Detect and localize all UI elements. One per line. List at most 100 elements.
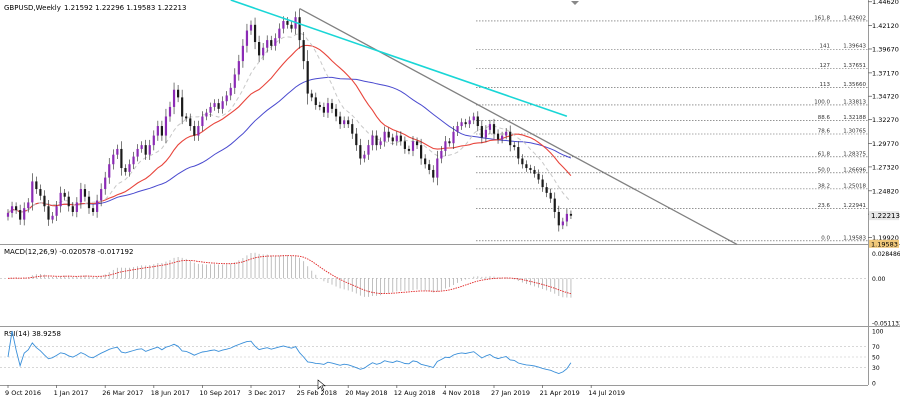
scroll-marker-icon[interactable] — [571, 1, 579, 5]
candle-bear — [351, 124, 354, 134]
candle-bear — [541, 179, 544, 188]
candle-bull — [205, 112, 208, 117]
macd-axis-label: -0.051133 — [872, 320, 900, 327]
trendlines[interactable] — [230, 0, 738, 246]
candle-bull — [383, 131, 386, 142]
candle-bull — [128, 164, 131, 172]
fib-ratio-label: 23.6 — [818, 203, 831, 209]
macd-panel[interactable]: MACD(12,26,9) -0.020578 -0.017192 0.0284… — [0, 248, 900, 327]
candle-bull — [112, 154, 115, 165]
time-axis: 9 Oct 2016 1 Jan 2017 26 Mar 2017 18 Jun 20… — [5, 385, 625, 397]
macd-signal-line — [7, 255, 572, 295]
candle-bear — [71, 206, 74, 212]
candle-bear — [496, 133, 500, 140]
candle-bear — [83, 189, 87, 197]
candle-bull — [395, 135, 398, 142]
candle-bear — [492, 124, 496, 134]
candle-bull — [59, 192, 62, 207]
time-axis-label: 21 Apr 2019 — [540, 389, 580, 397]
price-tick-label: 1.27320 — [872, 163, 899, 171]
candle-bear — [359, 145, 362, 159]
current-price-tag: 1.22213 — [869, 211, 900, 221]
candle-bull — [249, 24, 253, 31]
candle-bear — [322, 106, 325, 113]
candle-bull — [55, 206, 58, 216]
candle-bear — [525, 164, 528, 169]
candle-bear — [15, 206, 18, 211]
time-axis-label: 3 Dec 2017 — [248, 389, 285, 397]
candle-bear — [480, 126, 483, 138]
candle-bull — [278, 28, 281, 39]
main-panel[interactable]: 161.8 1.42602 141 1.39643 127 1.37651 113 1.356… — [0, 0, 900, 386]
candle-bear — [391, 137, 394, 142]
fib-price-label: 1.26696 — [843, 167, 866, 173]
candle-bull — [6, 212, 10, 217]
candle-bear — [39, 189, 42, 196]
price-tick-label: 1.42120 — [872, 22, 899, 30]
candle-bull — [108, 164, 111, 178]
candle-bear — [43, 195, 46, 207]
candle-bull — [221, 101, 224, 109]
candle-bear — [217, 103, 220, 109]
fib-ratio-label: 38.2 — [818, 183, 830, 189]
candle-bull — [411, 141, 415, 151]
candle-bull — [132, 156, 135, 165]
candle-bear — [403, 141, 406, 149]
candle-bear — [355, 133, 358, 146]
price-tick-label: 1.29770 — [872, 140, 899, 148]
candle-bear — [517, 147, 520, 159]
candle-bull — [164, 116, 168, 136]
candle-bull — [274, 38, 277, 46]
candle-bull — [472, 116, 475, 121]
candle-bear — [399, 135, 402, 142]
time-axis-label: 1 Jan 2017 — [54, 389, 89, 397]
time-axis-label: 9 Oct 2016 — [5, 389, 41, 397]
candle-bull — [229, 87, 232, 96]
candle-bull — [565, 213, 568, 222]
price-tick-label: 1.34720 — [872, 93, 899, 101]
macd-header: MACD(12,26,9) -0.020578 -0.017192 — [4, 248, 133, 256]
ma-dashed-line — [7, 32, 572, 214]
candle-bear — [47, 206, 50, 220]
fib-price-label: 1.22941 — [843, 203, 866, 209]
candle-bull — [484, 129, 487, 138]
candle-bear — [193, 126, 196, 136]
time-axis-label: 18 Jun 2017 — [151, 389, 190, 397]
candle-bull — [444, 141, 447, 151]
candle-bear — [302, 40, 305, 62]
candle-bear — [464, 122, 467, 125]
candle-bull — [225, 95, 228, 102]
candle-bull — [367, 145, 370, 155]
candle-bull — [75, 202, 78, 212]
fib-ratio-label: 78.6 — [818, 129, 831, 135]
candle-bear — [19, 210, 22, 220]
trendline — [299, 8, 738, 246]
candle-bull — [488, 124, 492, 130]
price-tick-label: 1.37170 — [872, 69, 899, 77]
price-tick-label: 1.44620 — [872, 0, 899, 6]
candle-bear — [420, 145, 423, 159]
candle-bull — [31, 181, 34, 203]
candle-bull — [148, 145, 151, 155]
candle-bear — [290, 24, 293, 29]
candle-bull — [468, 120, 471, 125]
fib-price-label: 1.39643 — [843, 44, 866, 50]
candle-bull — [116, 148, 119, 155]
fib-ratio-label: 127 — [820, 63, 831, 69]
candle-bull — [460, 122, 463, 127]
candle-bear — [91, 208, 95, 212]
rsi-levels — [0, 346, 868, 368]
rsi-panel[interactable]: RSI(14) 38.9258 100 70 50 30 0 — [0, 329, 884, 388]
time-axis-label: 12 Aug 2018 — [394, 389, 436, 397]
candle-bull — [363, 154, 366, 159]
candle-bear — [63, 192, 66, 197]
candle-bear — [306, 61, 309, 94]
candle-bear — [375, 135, 378, 146]
price-axis: 1.44620 1.42120 1.39670 1.37170 1.34720 1.322… — [868, 0, 899, 242]
candle-bull — [168, 106, 172, 117]
candle-bear — [545, 187, 548, 193]
candle-bear — [160, 126, 163, 136]
rsi-line — [7, 330, 572, 374]
